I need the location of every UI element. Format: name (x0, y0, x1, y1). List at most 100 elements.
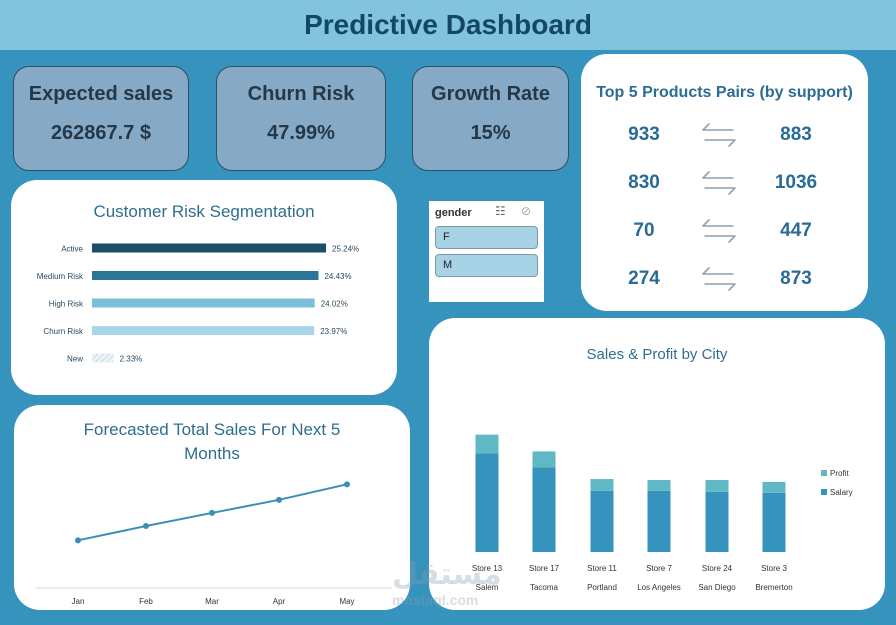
pair-product-a: 70 (633, 220, 655, 241)
swap-arrows-icon (702, 219, 736, 243)
pair-product-a: 933 (628, 124, 660, 145)
gender-slicer: gender ☷ ⊘ F M (429, 201, 544, 302)
kpi-churn-risk: Churn Risk 47.99% (216, 66, 386, 171)
forecast-point (344, 481, 350, 488)
page-title: Predictive Dashboard (304, 9, 592, 40)
risk-segmentation-card: Customer Risk Segmentation Active 25.24% M… (11, 180, 397, 395)
risk-category-label: Active (61, 245, 83, 254)
salary-bar (532, 467, 556, 552)
city-chart-title: Sales & Profit by City (586, 346, 728, 363)
city-tick-label: San Diego (698, 583, 736, 592)
salary-bar (647, 490, 671, 552)
risk-value-label: 23.97% (320, 327, 347, 336)
risk-category-label: Medium Risk (37, 272, 84, 281)
risk-bar (92, 298, 315, 308)
store-tick-label: Store 13 (472, 564, 503, 573)
kpi-value: 262867.7 $ (50, 122, 152, 144)
pair-product-b: 447 (780, 220, 812, 241)
city-tick-label: Los Angeles (637, 583, 681, 592)
sales-profit-card: Sales & Profit by City Store 13 Salem Stor… (429, 318, 885, 610)
pair-product-b: 873 (780, 268, 812, 289)
salary-bar (705, 491, 729, 552)
profit-bar (647, 480, 671, 491)
risk-bar (92, 326, 315, 335)
store-tick-label: Store 11 (587, 564, 617, 573)
swap-arrows-icon (702, 171, 736, 195)
store-tick-label: Store 3 (761, 564, 787, 573)
pair-product-b: 1036 (774, 172, 818, 193)
kpi-title: Growth Rate (431, 83, 550, 105)
salary-bar (762, 492, 786, 552)
risk-value-label: 24.02% (321, 300, 348, 309)
legend-profit-label: Profit (830, 469, 849, 478)
pair-product-a: 830 (628, 172, 660, 193)
kpi-title: Churn Risk (247, 83, 355, 105)
risk-chart-title: Customer Risk Segmentation (93, 202, 315, 221)
forecast-point (276, 496, 282, 503)
dashboard-header: Predictive Dashboard (0, 0, 896, 50)
forecast-point (209, 509, 215, 516)
forecast-title-line: Months (184, 444, 240, 463)
risk-category-label: New (67, 355, 83, 364)
pair-row: 274 873 (581, 264, 868, 294)
profit-bar (590, 479, 614, 491)
swap-arrows-icon (702, 123, 736, 147)
forecast-chart-title: Forecasted Total Sales For Next 5 Months (14, 418, 410, 466)
city-tick-label: Bremerton (755, 583, 792, 592)
city-tick-label: Salem (476, 583, 499, 592)
profit-bar (532, 451, 556, 468)
risk-value-label: 24.43% (324, 272, 351, 281)
risk-bar (92, 353, 114, 363)
store-tick-label: Store 17 (529, 564, 560, 573)
month-tick-label: Mar (205, 597, 219, 606)
profit-bar (762, 481, 786, 493)
city-tick-label: Portland (587, 583, 617, 592)
forecast-point (75, 537, 81, 544)
month-tick-label: Apr (273, 597, 286, 606)
risk-value-label: 2.33% (120, 355, 143, 364)
kpi-title: Expected sales (28, 83, 174, 105)
legend-salary-label: Salary (830, 488, 853, 497)
city-stacked-bar-chart: Store 13 Salem Store 17 Tacoma Store 11 Portl… (472, 434, 853, 592)
month-tick-label: Jan (72, 597, 85, 606)
salary-bar (590, 490, 614, 552)
risk-bar-chart: Active 25.24% Medium Risk 24.43% High Risk 24… (37, 243, 359, 364)
forecast-point (143, 523, 149, 530)
store-tick-label: Store 24 (702, 564, 733, 573)
risk-category-label: Churn Risk (43, 327, 84, 336)
risk-category-label: High Risk (49, 300, 84, 309)
forecast-card: Forecasted Total Sales For Next 5 Months… (14, 405, 410, 610)
pairs-title: Top 5 Products Pairs (by support) (596, 84, 853, 101)
month-tick-label: May (339, 597, 354, 606)
pair-product-b: 883 (780, 124, 812, 145)
salary-bar (475, 453, 499, 552)
slicer-item-f[interactable]: F (435, 226, 538, 249)
multi-select-icon[interactable]: ☷ (495, 204, 506, 218)
profit-bar (475, 434, 499, 454)
slicer-item-m[interactable]: M (435, 254, 538, 277)
pair-row: 933 883 (581, 120, 868, 150)
forecast-line-chart: Jan Feb Mar Apr May (36, 481, 392, 606)
watermark-url: mostaql.com (392, 592, 479, 608)
legend-salary-swatch (821, 489, 827, 495)
pair-row: 830 1036 (581, 168, 868, 198)
kpi-growth-rate: Growth Rate 15% (412, 66, 569, 171)
pair-product-a: 274 (628, 268, 660, 289)
legend-profit-swatch (821, 470, 827, 476)
profit-bar (705, 480, 729, 492)
product-pairs-card: Top 5 Products Pairs (by support) 933 88… (581, 54, 868, 311)
clear-filter-icon[interactable]: ⊘ (521, 204, 532, 218)
month-tick-label: Feb (139, 597, 153, 606)
risk-bar (92, 271, 319, 280)
store-tick-label: Store 7 (646, 564, 672, 573)
kpi-value: 47.99% (267, 122, 335, 144)
city-tick-label: Tacoma (530, 583, 559, 592)
risk-value-label: 25.24% (332, 245, 359, 254)
forecast-title-line: Forecasted Total Sales For Next 5 (83, 420, 341, 439)
risk-bar (92, 243, 326, 253)
pair-row: 70 447 (581, 216, 868, 246)
slicer-title: gender (435, 207, 472, 219)
kpi-value: 15% (470, 122, 511, 144)
watermark-logo: مستقل (392, 558, 502, 591)
kpi-expected-sales: Expected sales 262867.7 $ (13, 66, 189, 171)
